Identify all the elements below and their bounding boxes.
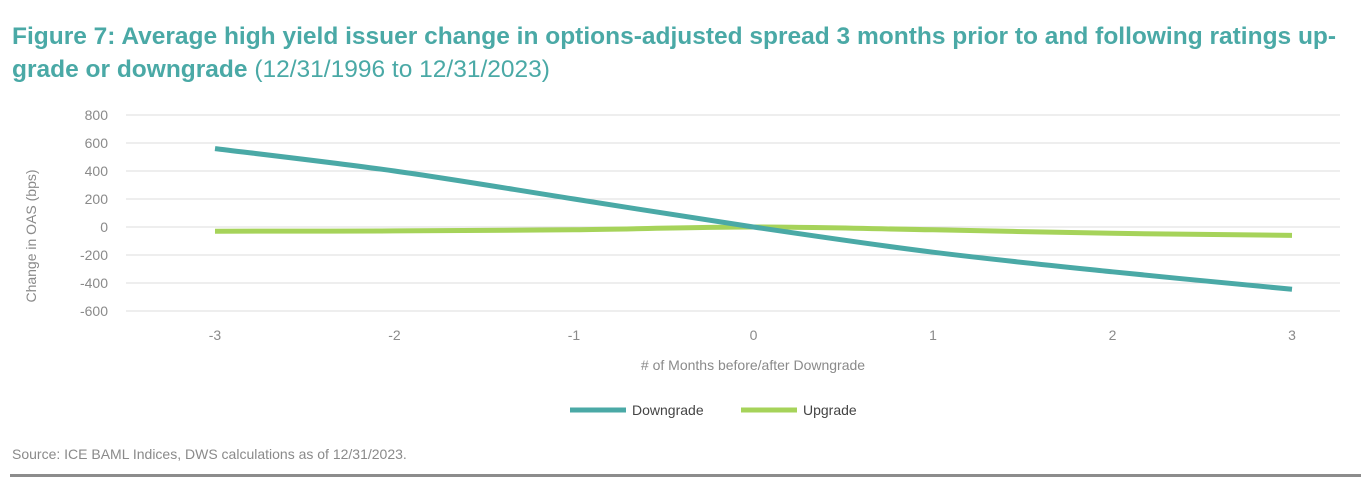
series-lines <box>214 146 1293 292</box>
series-line-downgrade <box>214 146 1293 292</box>
x-tick-label: -3 <box>209 327 222 343</box>
legend-label-downgrade: Downgrade <box>632 402 704 418</box>
bottom-divider <box>10 474 1361 477</box>
x-tick-label: 0 <box>750 327 758 343</box>
chart-title-main: Figure 7: Average high yield issuer chan… <box>12 23 1337 83</box>
x-tick-label: 3 <box>1288 327 1296 343</box>
x-axis-label: # of Months before/after Downgrade <box>641 357 865 373</box>
source-note: Source: ICE BAML Indices, DWS calculatio… <box>12 446 407 462</box>
legend: Downgrade Upgrade <box>570 402 857 418</box>
y-tick-label: 200 <box>85 191 109 207</box>
y-tick-label: -400 <box>80 275 108 291</box>
gridlines <box>126 114 1340 312</box>
line-chart: 800 600 400 200 0 -200 -400 -600 -3 -2 -1 0 1 2 3 Cha… <box>23 107 1340 418</box>
legend-label-upgrade: Upgrade <box>803 402 857 418</box>
x-tick-label: -1 <box>568 327 581 343</box>
y-tick-label: 800 <box>85 107 109 123</box>
chart-title: Figure 7: Average high yield issuer chan… <box>12 20 1352 86</box>
y-axis-label: Change in OAS (bps) <box>23 169 39 302</box>
x-tick-label: 1 <box>929 327 937 343</box>
x-tick-label: 2 <box>1109 327 1117 343</box>
x-tick-label: -2 <box>388 327 401 343</box>
chart-title-date-range: (12/31/1996 to 12/31/2023) <box>247 56 550 83</box>
y-tick-label: 600 <box>85 135 109 151</box>
y-tick-label: -200 <box>80 247 108 263</box>
y-axis-tick-labels: 800 600 400 200 0 -200 -400 -600 <box>80 107 108 319</box>
y-tick-label: -600 <box>80 303 108 319</box>
y-tick-label: 0 <box>100 219 108 235</box>
y-tick-label: 400 <box>85 163 109 179</box>
x-axis-tick-labels: -3 -2 -1 0 1 2 3 <box>209 327 1296 343</box>
